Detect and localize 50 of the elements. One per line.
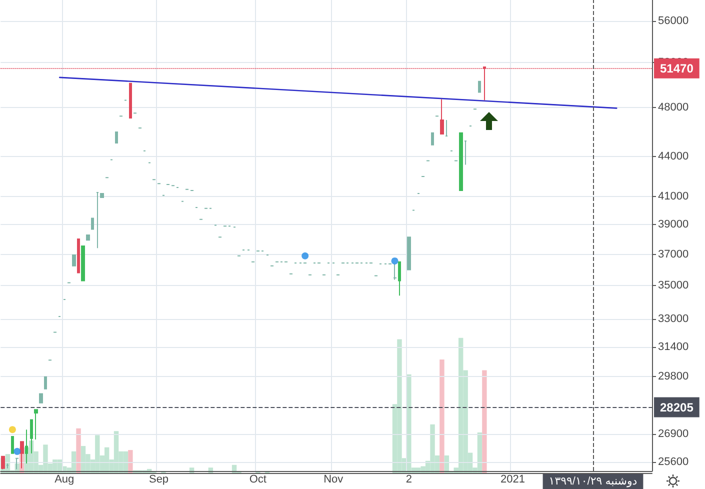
y-tick-label: 56000 [658, 14, 689, 27]
x-tick-label: 2021 [500, 474, 525, 486]
y-tick-label: 31400 [658, 340, 689, 353]
candlestick [72, 254, 76, 266]
x-tick-label: 2 [406, 474, 412, 486]
ref-line-label: 28205 [660, 400, 694, 414]
y-tick-label: 26900 [658, 428, 689, 440]
point [14, 448, 21, 455]
point [391, 257, 398, 264]
bar [440, 359, 444, 473]
bar [76, 428, 81, 473]
y-tick-label: 37000 [658, 248, 689, 260]
candlestick [464, 140, 467, 166]
x-tick-label: دوشنبه ۱۳۹۹/۱۰/۲۹ [548, 476, 638, 488]
candlestick [478, 80, 481, 93]
candlestick [34, 409, 38, 440]
candlestick [81, 246, 85, 282]
x-tick-label: Sep [148, 474, 169, 486]
candlestick [115, 132, 118, 144]
bar [128, 450, 133, 473]
bar [482, 370, 487, 473]
y-tick-label: 48000 [658, 102, 689, 114]
candlestick [440, 98, 444, 135]
candlestick [445, 120, 448, 136]
candlestick [39, 393, 43, 404]
y-tick-label: 35000 [658, 280, 689, 292]
candlestick [11, 436, 14, 454]
y-tick-label: 44000 [658, 150, 689, 163]
candlestick [44, 376, 47, 390]
point [8, 426, 16, 434]
candlestick [459, 132, 463, 192]
candlestick [407, 236, 411, 270]
ref-line-label: 51470 [660, 61, 694, 76]
candlestick [77, 238, 80, 274]
y-tick-label: 41000 [658, 190, 689, 203]
x-tick-label: Nov [324, 474, 344, 486]
candlestick [431, 132, 434, 146]
candlestick [86, 234, 90, 241]
x-tick-label: Oct [249, 474, 266, 486]
y-tick-label: 39000 [658, 218, 689, 231]
candlestick [129, 82, 132, 119]
candlestick [91, 218, 94, 230]
candlestick [100, 193, 104, 198]
x-tick-label: Aug [54, 474, 74, 486]
candlestick [398, 261, 401, 296]
y-tick-label: 33000 [658, 312, 689, 325]
y-tick-label: 29800 [658, 370, 689, 382]
candlestick [96, 192, 99, 249]
y-tick-label: 25600 [658, 456, 689, 468]
point [302, 252, 309, 260]
